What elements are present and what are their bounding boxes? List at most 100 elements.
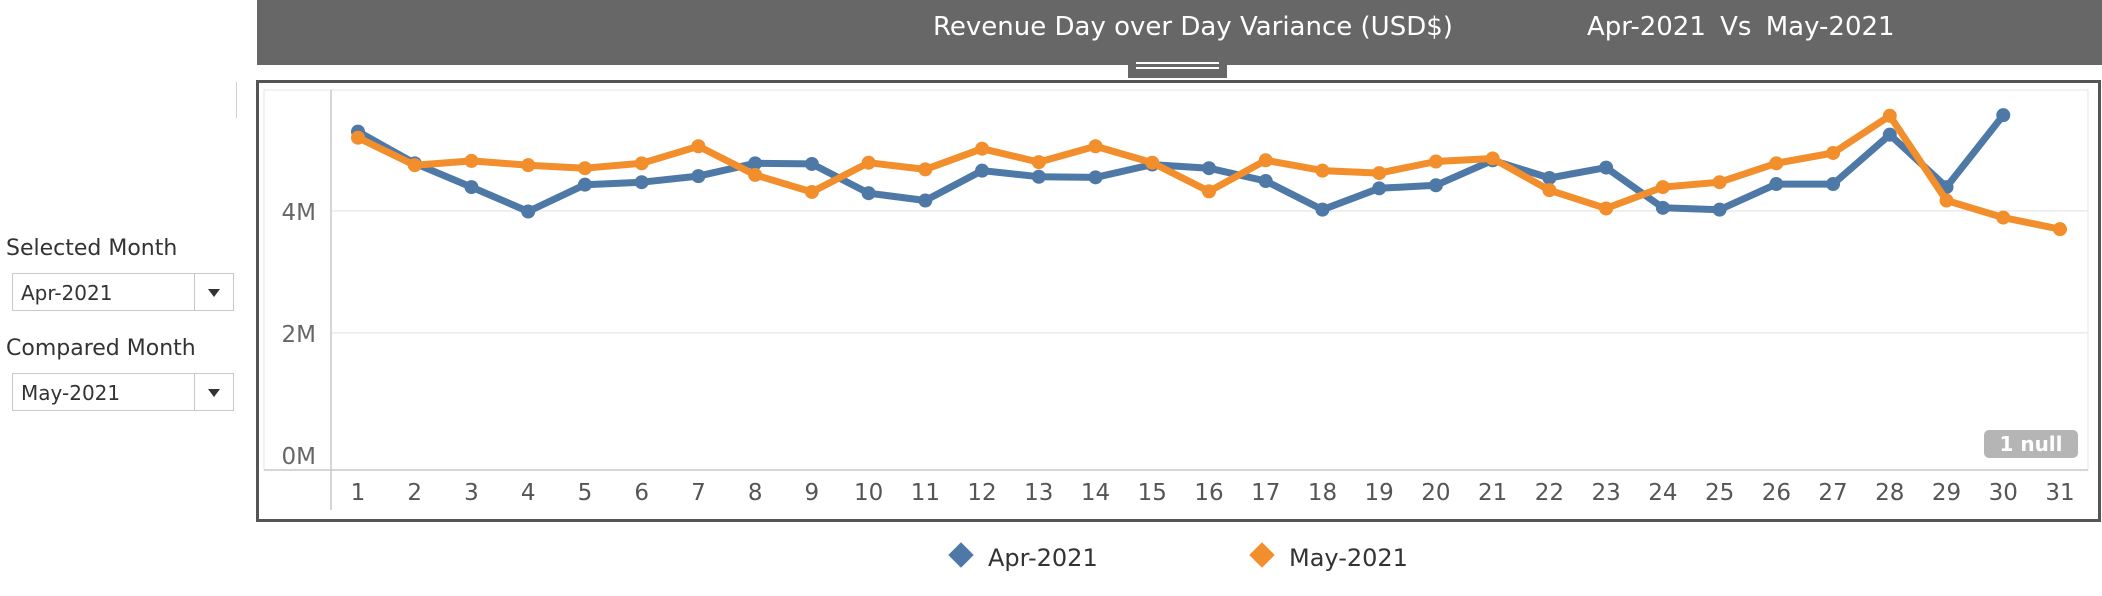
x-tick-label: 18 bbox=[1308, 480, 1337, 506]
series-line-apr-2021 bbox=[354, 111, 2007, 215]
x-tick-label: 6 bbox=[634, 480, 649, 506]
data-point bbox=[1542, 170, 1557, 185]
x-tick-label: 1 bbox=[351, 480, 366, 506]
x-tick-label: 19 bbox=[1365, 480, 1394, 506]
x-tick-label: 12 bbox=[967, 480, 996, 506]
legend-label: Apr-2021 bbox=[988, 544, 1098, 572]
data-point bbox=[748, 167, 763, 182]
data-point bbox=[1088, 170, 1103, 185]
data-point bbox=[1372, 166, 1387, 181]
selected-month-label: Selected Month bbox=[6, 236, 178, 261]
data-point bbox=[407, 158, 422, 173]
data-point bbox=[1202, 184, 1216, 199]
x-tick-label: 15 bbox=[1138, 480, 1167, 506]
data-point bbox=[521, 204, 536, 219]
data-point bbox=[577, 161, 592, 176]
data-point bbox=[1996, 210, 2011, 225]
data-point bbox=[1258, 174, 1273, 189]
x-tick-label: 2 bbox=[407, 480, 422, 506]
data-point bbox=[1882, 127, 1897, 142]
compared-month-dropdown[interactable]: May-2021 bbox=[12, 373, 234, 411]
data-point bbox=[1372, 181, 1387, 196]
data-point bbox=[1542, 183, 1557, 198]
drag-handle-icon[interactable] bbox=[1128, 58, 1227, 78]
x-tick-label: 26 bbox=[1762, 480, 1791, 506]
data-point bbox=[975, 141, 990, 156]
data-point bbox=[1996, 108, 2011, 123]
data-point bbox=[1031, 169, 1046, 184]
selected-month-dropdown[interactable]: Apr-2021 bbox=[12, 273, 234, 311]
dropdown-toggle[interactable] bbox=[194, 274, 233, 310]
data-point bbox=[1202, 161, 1216, 176]
null-badge bbox=[1984, 430, 2078, 458]
y-tick-label: 2M bbox=[282, 322, 316, 348]
data-point bbox=[1655, 180, 1670, 195]
data-point bbox=[1145, 155, 1160, 170]
data-point bbox=[748, 156, 763, 171]
x-tick-label: 7 bbox=[691, 480, 706, 506]
chart-frame bbox=[256, 80, 2101, 522]
data-point bbox=[1088, 139, 1103, 154]
data-point bbox=[1712, 175, 1727, 190]
data-point bbox=[1315, 202, 1330, 217]
x-tick-label: 5 bbox=[578, 480, 593, 506]
x-tick-label: 21 bbox=[1478, 480, 1507, 506]
x-tick-label: 24 bbox=[1648, 480, 1677, 506]
chart-title: Revenue Day over Day Variance (USD$) bbox=[933, 12, 1453, 42]
x-tick-label: 10 bbox=[854, 480, 883, 506]
data-point bbox=[464, 153, 479, 168]
data-point bbox=[861, 155, 876, 170]
x-tick-label: 4 bbox=[521, 480, 536, 506]
data-point bbox=[351, 130, 365, 145]
x-tick-label: 22 bbox=[1535, 480, 1564, 506]
data-point bbox=[1655, 200, 1670, 215]
data-point bbox=[1485, 151, 1500, 166]
data-point bbox=[804, 184, 819, 199]
data-point bbox=[577, 177, 592, 192]
data-point bbox=[804, 156, 819, 171]
data-point bbox=[1031, 155, 1046, 170]
x-tick-label: 23 bbox=[1591, 480, 1620, 506]
x-tick-label: 11 bbox=[911, 480, 940, 506]
x-tick-label: 9 bbox=[805, 480, 820, 506]
data-point bbox=[1599, 160, 1614, 175]
compared-month-label: Compared Month bbox=[6, 336, 196, 361]
x-tick-label: 13 bbox=[1024, 480, 1053, 506]
compared-month-value: May-2021 bbox=[21, 381, 121, 405]
caret-down-icon bbox=[208, 389, 220, 397]
data-point bbox=[1599, 201, 1614, 216]
data-point bbox=[2053, 222, 2067, 237]
data-point bbox=[1939, 193, 1954, 208]
plot-border bbox=[263, 89, 2089, 471]
data-point bbox=[691, 139, 706, 154]
data-point bbox=[1769, 177, 1784, 192]
data-point bbox=[1428, 154, 1443, 169]
data-point bbox=[1712, 202, 1727, 217]
dropdown-toggle[interactable] bbox=[194, 374, 233, 410]
header-bar: Revenue Day over Day Variance (USD$) Apr… bbox=[257, 0, 2102, 65]
x-tick-label: 31 bbox=[2045, 480, 2074, 506]
data-point bbox=[1826, 145, 1841, 160]
legend-label: May-2021 bbox=[1289, 544, 1408, 572]
x-tick-label: 29 bbox=[1932, 480, 1961, 506]
y-tick-label: 0M bbox=[282, 444, 316, 470]
x-tick-label: 28 bbox=[1875, 480, 1904, 506]
data-point bbox=[634, 156, 649, 171]
x-tick-label: 14 bbox=[1081, 480, 1110, 506]
selected-month-value: Apr-2021 bbox=[21, 281, 113, 305]
x-tick-label: 8 bbox=[748, 480, 763, 506]
data-point bbox=[1258, 153, 1273, 168]
data-point bbox=[1315, 163, 1330, 178]
data-point bbox=[1428, 178, 1443, 193]
x-tick-label: 30 bbox=[1989, 480, 2018, 506]
x-tick-label: 3 bbox=[464, 480, 479, 506]
data-point bbox=[1882, 108, 1897, 123]
data-point bbox=[691, 169, 706, 184]
data-point bbox=[918, 162, 933, 177]
x-tick-label: 17 bbox=[1251, 480, 1280, 506]
x-tick-label: 16 bbox=[1194, 480, 1223, 506]
x-tick-label: 20 bbox=[1421, 480, 1450, 506]
caret-down-icon bbox=[208, 289, 220, 297]
x-tick-label: 27 bbox=[1818, 480, 1847, 506]
